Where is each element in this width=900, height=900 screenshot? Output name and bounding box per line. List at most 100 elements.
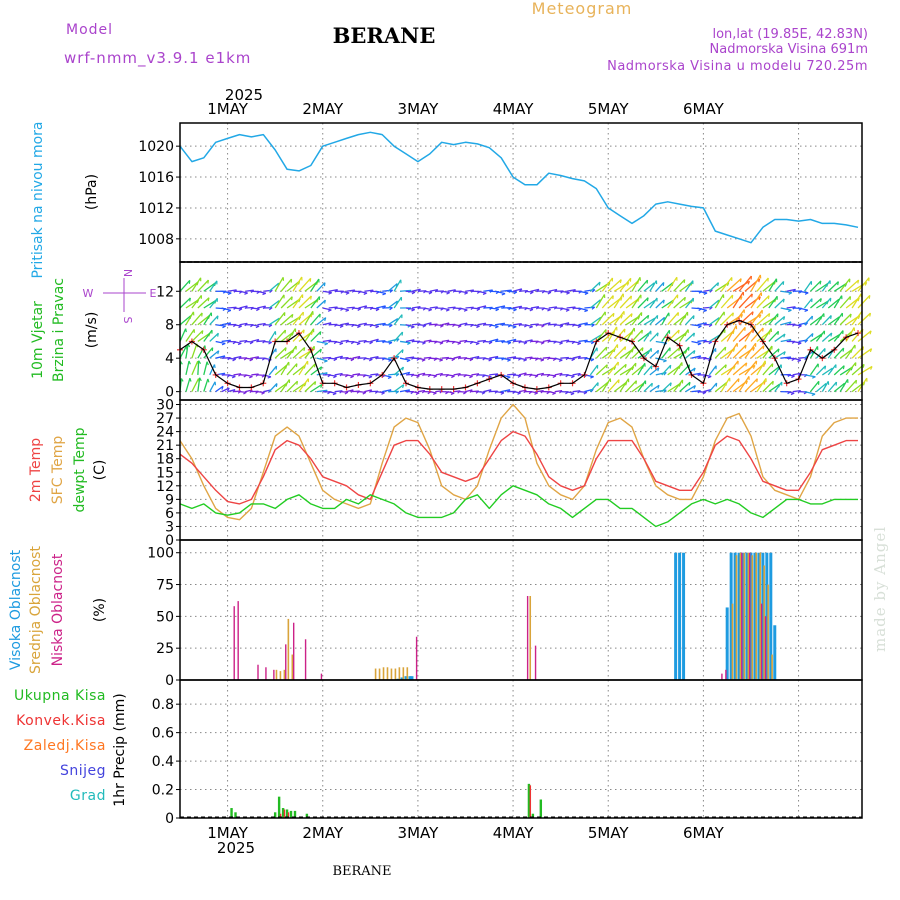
wind-arrow [708, 365, 717, 376]
wind-arrow [774, 298, 785, 309]
wind-arrow-head [415, 392, 420, 395]
wind-arrow [399, 340, 411, 344]
wind-arrow-head [226, 387, 230, 392]
wind-arrow [792, 389, 801, 393]
wind-arrow [459, 322, 468, 326]
cloud-bar [747, 552, 750, 680]
wind-arrow-head [787, 309, 792, 313]
wind-arrow [637, 380, 647, 393]
wind-arrow [786, 391, 795, 394]
wind-arrow-head [422, 372, 426, 377]
wind-arrow [625, 362, 637, 376]
wind-arrow [274, 294, 285, 309]
wind-arrow [613, 310, 625, 326]
wind-arrow-head [457, 356, 462, 360]
y-tick-label: 12 [156, 284, 174, 300]
wind-arrow [370, 373, 379, 376]
wind-arrow [637, 314, 650, 326]
wind-arrow-head [558, 359, 563, 362]
wind-arrow-head [232, 358, 236, 362]
wind-arrow [631, 294, 642, 309]
wind-arrow [756, 295, 770, 309]
wind-arrow [405, 339, 415, 343]
wind-arrow [245, 289, 254, 292]
wind-arrow [471, 355, 480, 359]
precip-legend-item: Konvek.Kisa [16, 713, 106, 729]
wind-arrow [548, 374, 557, 377]
wind-arrow [399, 357, 411, 361]
wind-arrow-head [428, 291, 433, 295]
wind-arrow [851, 293, 862, 309]
wind-arrow [679, 329, 689, 342]
cloud-bar [534, 645, 537, 680]
wind-arrow-head [868, 295, 871, 299]
elevation: Nadmorska Visina 691m [710, 42, 869, 57]
wind-arrow [471, 373, 480, 376]
wind-arrow [316, 282, 326, 292]
wind-arrow [489, 355, 499, 359]
wind-arrow [304, 363, 316, 376]
wind-arrow [732, 326, 746, 342]
wind-arrow [268, 383, 278, 393]
wind-arrow [185, 328, 195, 342]
wind-arrow [435, 357, 443, 361]
wind-arrow [257, 390, 265, 394]
wind-arrow [310, 296, 321, 309]
wind-arrow [292, 346, 306, 359]
wind-arrow-head [217, 333, 219, 337]
wind-arrow-head [607, 282, 611, 286]
wind-arrow [697, 390, 706, 393]
y-tick-label: 0 [165, 385, 174, 401]
wind-arrow-head [529, 291, 534, 295]
wind-arrow-head [791, 375, 795, 379]
temp-2m-line [179, 430, 858, 505]
wind-arrow [274, 329, 286, 342]
wind-arrow-head [445, 309, 450, 312]
day-label-top: 5MAY [588, 100, 630, 118]
wind-arrow [530, 288, 540, 292]
wind-arrow-head [547, 309, 551, 312]
cloud-bar [765, 552, 769, 680]
wind-arrow [512, 288, 523, 292]
wind-arrow [471, 340, 480, 344]
wind-arrow-head [669, 382, 672, 387]
wind-arrow-head [513, 291, 518, 295]
wind-arrow [417, 324, 426, 327]
wind-arrow [595, 364, 608, 376]
wind-arrow [661, 347, 671, 359]
wind-arrow [613, 328, 626, 342]
wind-arrow [483, 374, 492, 378]
wind-arrow-head [269, 289, 273, 294]
wind-arrow-head [298, 316, 301, 321]
wind-arrow [274, 312, 286, 326]
wind-arrow [714, 381, 728, 393]
wind-arrow [774, 364, 782, 376]
wind-arrow [649, 349, 659, 359]
cloud-bar [285, 644, 287, 680]
wind-arrow [370, 307, 380, 310]
wind-arrow-head [389, 289, 394, 293]
wind-arrow [845, 344, 856, 359]
cloud-bar [320, 673, 323, 680]
wind-arrow [495, 390, 505, 394]
wind-arrow [625, 380, 637, 393]
cloud-bar [404, 676, 408, 680]
wind-arrow [334, 355, 343, 359]
wind-arrow [750, 345, 765, 359]
wind-arrow-head [231, 375, 236, 379]
cloud-bar [725, 669, 727, 680]
cloud-bar [394, 668, 397, 680]
wind-arrow [673, 379, 684, 393]
wind-arrow [280, 278, 293, 292]
wind-arrow [483, 389, 492, 393]
wind-arrow-head [356, 342, 361, 346]
wind-arrow [411, 288, 421, 292]
wind-arrow-head [612, 313, 615, 317]
temp-label-sfc: SFC Temp [50, 436, 66, 505]
wind-arrow-head [350, 375, 354, 379]
wind-arrow-head [344, 391, 349, 395]
wind-arrow [364, 389, 372, 393]
cloud-bar [721, 673, 723, 680]
wind-arrow-head [256, 308, 260, 312]
wind-arrow [554, 357, 563, 361]
